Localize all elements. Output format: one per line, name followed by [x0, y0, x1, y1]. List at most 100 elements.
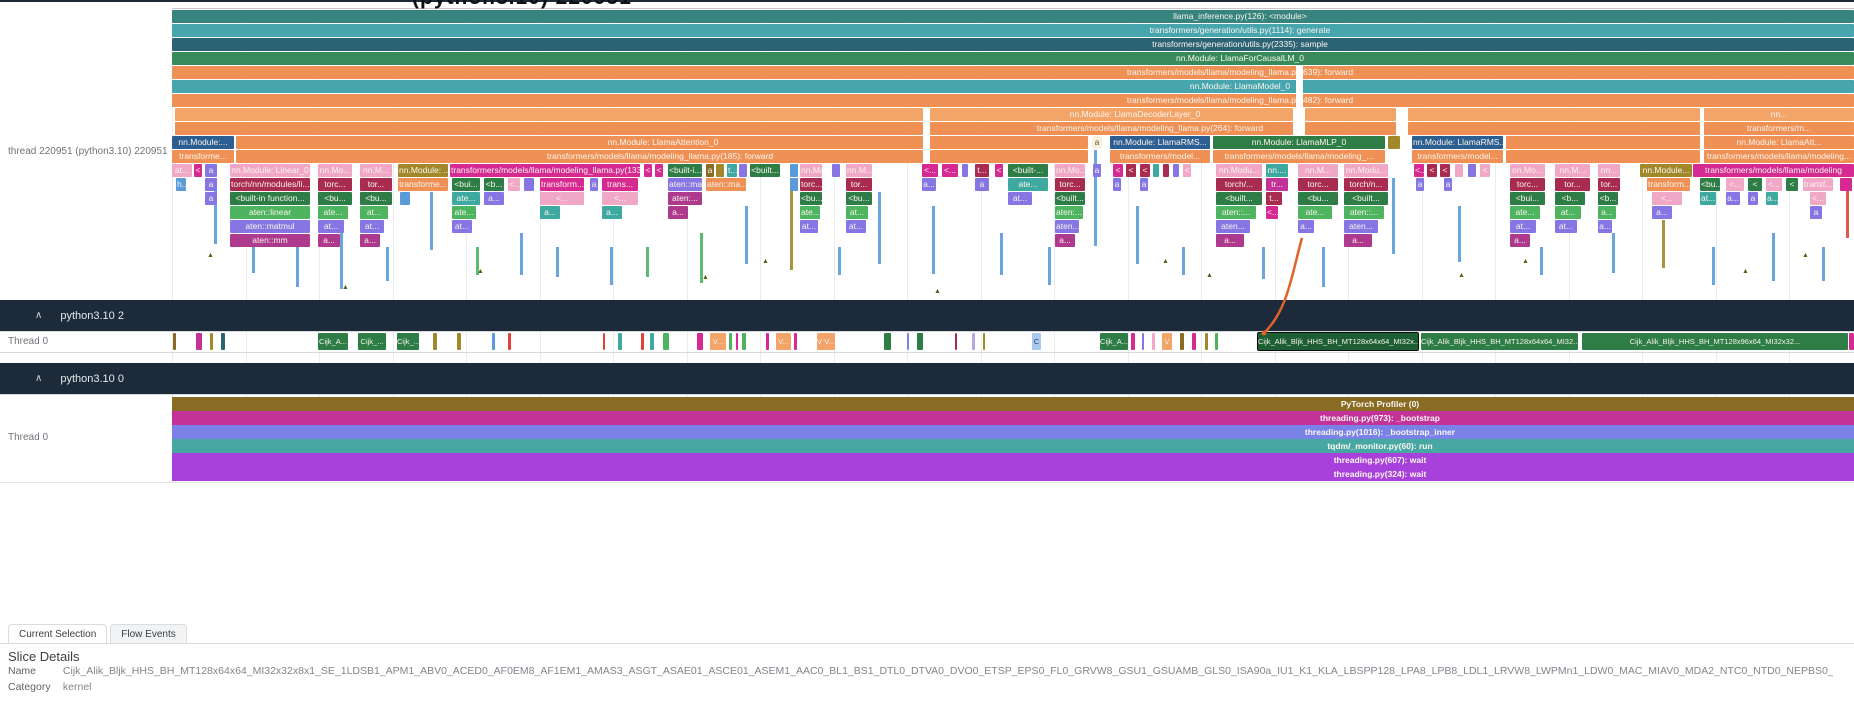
flame-slice[interactable] — [930, 150, 1088, 163]
flame-slice[interactable]: a... — [1766, 192, 1778, 205]
kernel-slice[interactable]: Cijk_... — [397, 333, 419, 350]
flame-slice[interactable]: transformers/generation/utils.py(2335): … — [172, 38, 1854, 51]
flame-slice[interactable]: at... — [172, 164, 192, 177]
flame-slice[interactable]: nn.Module: Linear_0 — [230, 164, 310, 177]
flame-slice[interactable]: transformers/model... — [1110, 150, 1210, 163]
flame-slice[interactable]: tor... — [1555, 178, 1590, 191]
flame-slice[interactable] — [1506, 150, 1700, 163]
flame-slice[interactable]: aten::ma... — [706, 178, 746, 191]
kernel-slice[interactable] — [742, 333, 746, 350]
flame-slice[interactable]: < — [1786, 178, 1798, 191]
kernel-slice-selected[interactable]: Cijk_Alik_Bljk_HHS_BH_MT128x64x64_MI32x.… — [1257, 332, 1419, 351]
flame-slice[interactable] — [930, 136, 1088, 149]
flame-slice[interactable]: tr... — [1266, 178, 1288, 191]
flame-slice[interactable] — [1305, 122, 1396, 135]
kernel-slice[interactable] — [917, 333, 923, 350]
flame-slice[interactable]: nn.Module: LlamaRMS... — [1412, 136, 1503, 149]
flame-slice[interactable]: <bu... — [360, 192, 392, 205]
flame-slice[interactable]: aten::linear — [230, 206, 310, 219]
kernel-slice[interactable] — [729, 333, 732, 350]
flame-slice[interactable]: < — [1480, 164, 1490, 177]
tab-flow-events[interactable]: Flow Events — [110, 624, 187, 644]
flame-slice[interactable]: ate... — [1008, 178, 1048, 191]
flame-slice[interactable]: a... — [602, 206, 622, 219]
flame-slice[interactable] — [1163, 164, 1169, 177]
kernel-slice[interactable] — [1849, 333, 1854, 350]
kernel-slice[interactable]: Cijk_... — [358, 333, 386, 350]
flame-slice[interactable]: nn... — [1598, 164, 1620, 177]
collapse-chevron-icon[interactable]: ∧ — [35, 373, 43, 384]
flame-slice[interactable]: < — [1183, 164, 1191, 177]
flame-slice[interactable]: torc... — [1055, 178, 1085, 191]
kernel-slice[interactable]: V... — [776, 333, 791, 350]
flame-slice[interactable]: at... — [1555, 220, 1577, 233]
profiler-slice[interactable]: threading.py(1016): _bootstrap_inner — [172, 425, 1854, 439]
flame-slice[interactable]: ate... — [452, 192, 480, 205]
flame-slice[interactable]: transforme... — [172, 150, 234, 163]
flame-slice[interactable]: nn.Module: LlamaModel_0 — [172, 80, 1854, 93]
flame-slice[interactable] — [1455, 164, 1463, 177]
flame-slice[interactable]: a... — [1726, 192, 1740, 205]
flame-slice[interactable]: transformers/models/llama/modeling_llama… — [930, 122, 1293, 135]
flame-slice[interactable]: a... — [540, 206, 560, 219]
flame-slice[interactable] — [1408, 108, 1700, 121]
kernel-slice[interactable]: Cijk_Alik_Bljk_HHS_BH_MT128x96x64_MI32x3… — [1582, 333, 1848, 350]
flame-slice[interactable]: < — [1113, 164, 1123, 177]
flame-slice[interactable]: < — [1748, 178, 1762, 191]
flame-slice[interactable] — [524, 178, 534, 191]
kernel-slice[interactable] — [907, 333, 909, 350]
flame-slice[interactable]: a — [1092, 136, 1102, 149]
flame-slice[interactable]: a... — [1598, 220, 1612, 233]
kernel-slice[interactable] — [492, 333, 495, 350]
flame-slice[interactable]: nn.Module: LlamaForCausalLM_0 — [172, 52, 1854, 65]
flame-slice[interactable]: transformers/models/llama/modeling_... — [1213, 150, 1385, 163]
kernel-slice[interactable] — [736, 333, 738, 350]
flame-slice[interactable]: nn.M... — [846, 164, 872, 177]
flame-slice[interactable]: <bu... — [1700, 178, 1720, 191]
flame-slice[interactable]: at... — [1700, 192, 1716, 205]
flame-slice[interactable]: <built-in function... — [230, 192, 310, 205]
flame-slice[interactable]: nn.Ma... — [800, 164, 822, 177]
flame-slice[interactable]: <... — [1414, 164, 1424, 177]
flame-slice[interactable] — [832, 164, 840, 177]
flame-slice[interactable]: transformers/models/llama/modeling_llama… — [236, 150, 923, 163]
kernel-slice[interactable] — [697, 333, 703, 350]
kernel-slice[interactable] — [210, 333, 213, 350]
flame-slice[interactable]: transformers/models/llama/modeling_llama… — [450, 164, 640, 177]
flame-slice[interactable]: < — [995, 164, 1003, 177]
flame-slice[interactable]: torc... — [1510, 178, 1545, 191]
flame-slice[interactable]: a — [975, 178, 989, 191]
kernel-slice[interactable] — [1142, 333, 1144, 350]
flame-slice[interactable]: <... — [508, 178, 520, 191]
kernel-slice[interactable]: Cijk_Alik_Bljk_HHS_BH_MT128x64x64_MI32..… — [1421, 333, 1578, 350]
flame-slice[interactable]: ate... — [1298, 206, 1332, 219]
kernel-slice[interactable]: V — [1162, 333, 1172, 350]
flame-slice[interactable]: < — [194, 164, 202, 177]
flame-slice[interactable]: at... — [1510, 220, 1536, 233]
flame-slice[interactable]: a — [1444, 178, 1452, 191]
kernel-slice[interactable]: C — [1032, 333, 1041, 350]
flame-slice[interactable]: <... — [942, 164, 958, 177]
flame-slice[interactable]: a — [1113, 178, 1121, 191]
flame-slice[interactable] — [175, 122, 923, 135]
profiler-slice[interactable]: tqdm/_monitor.py(60): run — [172, 439, 1854, 453]
flame-slice[interactable]: < — [1440, 164, 1450, 177]
flame-slice[interactable]: a — [1140, 178, 1148, 191]
flame-slice[interactable]: <b... — [1555, 192, 1585, 205]
section-header-python3-10-0[interactable]: ∧ python3.10 0 — [0, 363, 1854, 394]
flame-slice[interactable]: at... — [800, 220, 818, 233]
flame-slice[interactable]: torch/nn/modules/li... — [230, 178, 310, 191]
flame-slice[interactable]: <... — [1766, 178, 1782, 191]
kernel-slice[interactable] — [794, 333, 797, 350]
kernel-slice[interactable] — [983, 333, 985, 350]
profiler-slice[interactable]: threading.py(607): wait — [172, 453, 1854, 467]
flame-slice[interactable]: llama_inference.py(126): <module> — [172, 10, 1854, 23]
flame-slice[interactable]: a — [205, 164, 217, 177]
kernel-slice[interactable] — [766, 333, 769, 350]
flame-slice[interactable]: aten... — [1055, 220, 1079, 233]
kernel-slice[interactable] — [508, 333, 511, 350]
flame-slice[interactable]: at... — [360, 206, 388, 219]
flame-slice[interactable]: aten:... — [668, 192, 702, 205]
flame-slice[interactable]: <built... — [750, 164, 780, 177]
profiler-slice[interactable]: PyTorch Profiler (0) — [172, 397, 1854, 411]
